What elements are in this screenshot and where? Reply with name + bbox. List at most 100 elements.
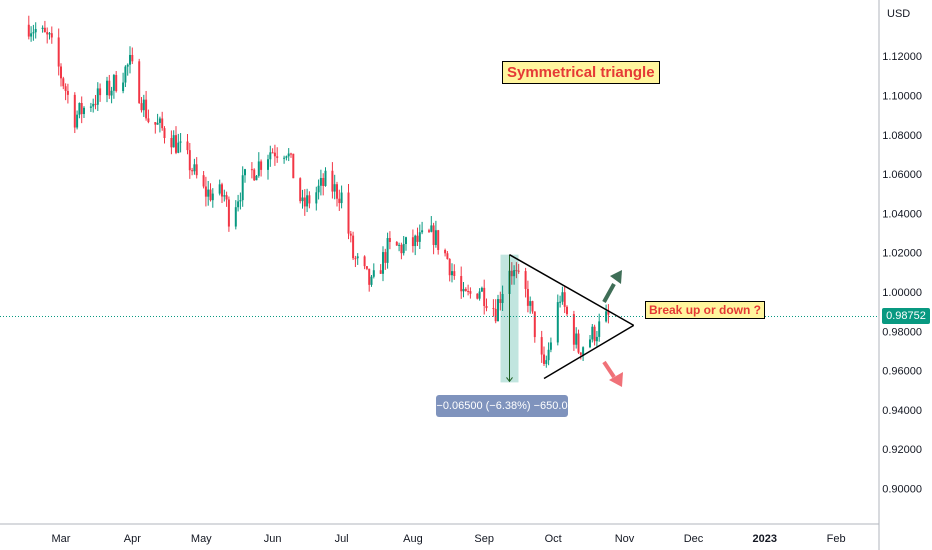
candle <box>453 264 456 280</box>
candle <box>283 155 286 164</box>
x-tick-label: Jul <box>335 533 349 545</box>
candle <box>255 175 258 181</box>
candle <box>207 180 210 206</box>
candle <box>411 229 414 253</box>
y-tick-label: 0.96000 <box>882 366 922 378</box>
candle <box>46 27 49 44</box>
candle <box>142 94 145 117</box>
candle <box>543 346 545 366</box>
candle <box>64 83 67 101</box>
candle <box>582 346 585 361</box>
candle <box>549 337 552 353</box>
candle <box>533 311 536 343</box>
candle <box>209 183 212 202</box>
candle <box>145 90 148 121</box>
candle <box>156 113 159 125</box>
candle <box>306 188 309 213</box>
candle <box>386 232 389 269</box>
candle <box>434 220 437 248</box>
candle <box>483 279 486 315</box>
candle <box>267 154 269 180</box>
candle <box>365 266 368 271</box>
candle <box>112 73 115 99</box>
candle <box>575 327 578 349</box>
candle <box>76 110 79 130</box>
x-tick-label: Oct <box>545 533 562 545</box>
candle <box>319 169 322 196</box>
candle <box>405 236 407 251</box>
candle <box>140 97 143 113</box>
candle <box>48 32 51 40</box>
candle <box>322 173 325 196</box>
candle <box>110 86 113 104</box>
candle <box>370 275 373 287</box>
candle <box>73 92 76 134</box>
y-tick-label: 0.98000 <box>882 326 922 338</box>
candlestick-series <box>27 15 610 368</box>
candle <box>476 293 479 300</box>
candle <box>418 224 421 250</box>
candle <box>163 126 166 144</box>
candle <box>492 299 495 317</box>
candle <box>421 221 424 235</box>
candle <box>43 20 46 33</box>
candle <box>290 152 292 158</box>
candle <box>50 26 53 44</box>
time-axis[interactable]: Mar Apr May Jun Jul Aug Sep Oct Nov Dec 2023 Feb <box>52 533 846 545</box>
candle <box>414 234 417 256</box>
candle <box>448 258 451 282</box>
candle <box>273 144 276 166</box>
y-tick-label: 1.02000 <box>882 248 922 260</box>
candle <box>204 176 207 207</box>
y-tick-label: 0.94000 <box>882 405 922 417</box>
candle <box>154 122 157 134</box>
candle <box>89 102 92 112</box>
price-axis[interactable]: 1.12000 1.10000 1.08000 1.06000 1.04000 1.020… <box>882 51 922 495</box>
candle <box>349 230 352 243</box>
candle <box>250 162 253 179</box>
candle <box>333 174 336 200</box>
candle <box>556 294 559 346</box>
candle <box>34 22 37 39</box>
candle <box>446 251 449 260</box>
candle <box>324 167 327 187</box>
candle <box>129 46 131 74</box>
up-arrow-icon <box>602 283 616 303</box>
candle <box>372 263 375 279</box>
candle <box>122 72 125 94</box>
candle <box>80 96 83 124</box>
candle <box>172 130 175 148</box>
y-tick-label: 0.92000 <box>882 444 922 456</box>
candle <box>563 286 566 314</box>
y-tick-label: 1.06000 <box>882 169 922 181</box>
candle <box>60 63 62 87</box>
x-tick-label: Mar <box>52 533 71 545</box>
down-arrow-head <box>609 372 623 387</box>
candle <box>515 262 518 279</box>
candle <box>124 65 127 88</box>
candle <box>257 152 260 178</box>
candle <box>437 229 440 255</box>
candle <box>510 262 513 285</box>
last-price-tag: 0.98752 <box>882 308 930 324</box>
x-tick-label: Apr <box>124 533 141 545</box>
candle <box>400 242 403 260</box>
candle <box>432 222 435 255</box>
candle <box>131 47 134 65</box>
candle <box>241 166 244 207</box>
y-tick-label: 1.12000 <box>882 51 922 63</box>
candle <box>462 281 465 298</box>
candle <box>577 329 580 354</box>
candle <box>501 285 504 311</box>
candle <box>234 200 237 230</box>
candle <box>524 267 527 298</box>
candle <box>260 159 263 177</box>
candle <box>467 284 470 296</box>
candle <box>202 171 205 189</box>
candle <box>398 242 401 252</box>
candle <box>340 185 343 209</box>
candle <box>287 148 290 162</box>
candle <box>94 94 97 110</box>
candle <box>572 310 575 351</box>
